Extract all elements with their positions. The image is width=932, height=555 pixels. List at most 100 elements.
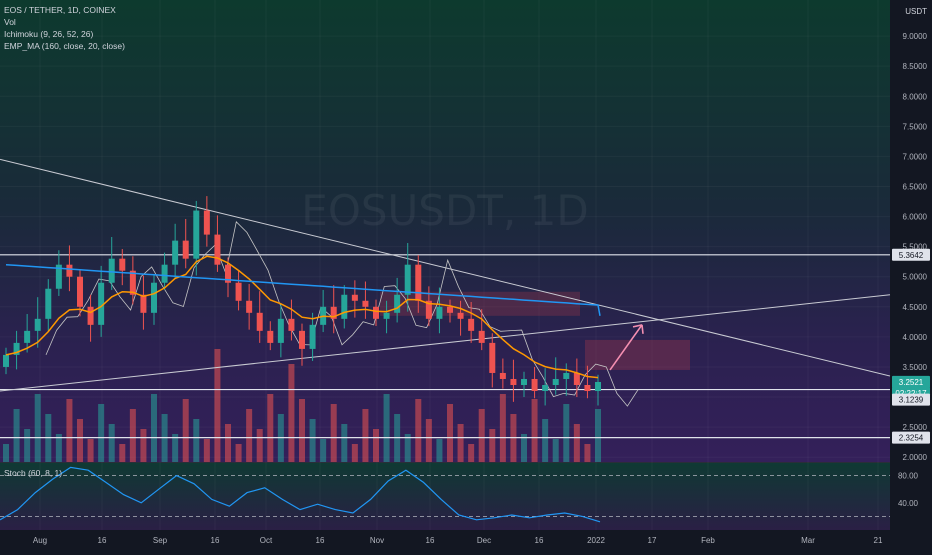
legend-ichimoku[interactable]: Ichimoku (9, 26, 52, 26) <box>4 29 94 39</box>
stoch-axis[interactable]: 80.00 40.00 <box>898 472 919 508</box>
volume-bar <box>3 444 9 462</box>
legend-vol[interactable]: Vol <box>4 17 16 27</box>
candle-body <box>468 318 475 331</box>
y-tick-label: 4.0000 <box>903 333 928 342</box>
candle-body <box>129 270 136 295</box>
volume-bar <box>436 439 443 462</box>
price-label: 3.1239 <box>899 396 924 405</box>
candle-body <box>425 300 432 319</box>
candle-body <box>98 282 105 325</box>
y-tick-label: 4.5000 <box>903 303 928 312</box>
volume-bar <box>478 409 485 462</box>
price-label: 3.2521 <box>899 378 924 387</box>
volume-bar <box>552 439 559 462</box>
x-tick-label: 16 <box>98 536 107 545</box>
candle-body <box>13 342 20 355</box>
x-tick-label: 16 <box>316 536 325 545</box>
x-tick-label: 21 <box>874 536 883 545</box>
candle-body <box>246 300 253 313</box>
candle-body <box>595 381 601 392</box>
legend-ema[interactable]: EMP_MA (160, close, 20, close) <box>4 41 125 51</box>
stoch-pane-bg <box>0 462 890 530</box>
candle-body <box>542 385 549 392</box>
volume-bar <box>55 434 62 462</box>
volume-bar <box>415 399 422 462</box>
volume-bar <box>299 399 305 462</box>
candle-body <box>573 372 580 385</box>
price-label-bg <box>892 248 930 261</box>
candle-body <box>288 318 295 331</box>
x-tick-label: 16 <box>211 536 220 545</box>
volume-bar <box>203 439 210 462</box>
volume-bar <box>531 399 538 462</box>
volume-bar <box>288 364 295 462</box>
candle-body <box>531 378 538 392</box>
y-tick-label: 6.0000 <box>903 213 928 222</box>
candle-body <box>151 282 157 313</box>
symbol-title[interactable]: EOS / TETHER, 1D, COINEX <box>4 5 116 15</box>
candle-body <box>34 318 41 331</box>
x-tick-label: Mar <box>801 536 815 545</box>
price-label-bg <box>892 393 930 406</box>
volume-bar <box>489 429 496 462</box>
candle-body <box>87 306 94 325</box>
candle-body <box>330 306 337 319</box>
candle-body <box>415 264 422 301</box>
candle-body <box>478 330 485 343</box>
volume-bar <box>542 419 549 462</box>
candle-body <box>182 240 189 259</box>
candle-body <box>299 330 305 349</box>
volume-bar <box>256 429 263 462</box>
y-tick-label: 5.5000 <box>903 243 928 252</box>
volume-bar <box>457 424 464 462</box>
volume-bar <box>595 409 601 462</box>
volume-bar <box>24 429 31 462</box>
x-tick-label: Oct <box>260 536 273 545</box>
candle-body <box>172 240 179 265</box>
ichimoku-lagging <box>45 220 639 407</box>
volume-bar <box>573 424 580 462</box>
candle-body <box>351 294 358 301</box>
time-axis[interactable]: Aug 16 Sep 16 Oct 16 Nov 16 Dec 16 2022 17 Feb Mar 21 <box>33 536 883 545</box>
candle-body <box>256 312 263 331</box>
candle-body <box>362 300 369 307</box>
x-tick-label: 17 <box>648 536 657 545</box>
price-pane-bg <box>0 0 890 462</box>
x-tick-label: 2022 <box>587 536 605 545</box>
trendlines[interactable] <box>0 158 891 392</box>
y-tick-label: 9.0000 <box>903 32 928 41</box>
price-labels: 5.3642 3.2521 02:22:173.1239 2.3254 <box>892 248 930 444</box>
price-label: 02:22:17 <box>895 389 927 398</box>
volume-bar <box>351 444 358 462</box>
stoch-legend[interactable]: Stoch (60, 8, 1) <box>4 468 62 478</box>
chart-legend[interactable]: EOS / TETHER, 1D, COINEX Vol Ichimoku (9… <box>4 4 125 52</box>
y-tick-label: 3.5000 <box>903 363 928 372</box>
ichimoku-lines <box>45 220 639 407</box>
x-tick-label: 16 <box>426 536 435 545</box>
volume-bar <box>584 444 591 462</box>
stoch-line <box>0 466 601 523</box>
volume-bar <box>98 404 105 462</box>
volume-bar <box>320 439 327 462</box>
volume-bar <box>373 429 379 462</box>
x-tick-label: Feb <box>701 536 715 545</box>
volume-bar <box>383 394 390 462</box>
projection-arrow[interactable] <box>609 324 644 371</box>
candle-body <box>489 342 496 373</box>
candle-body <box>203 210 210 235</box>
arrow-shaft <box>609 324 643 371</box>
candle-body <box>394 294 401 313</box>
horizontal-levels[interactable] <box>0 254 890 439</box>
volume-bar <box>172 434 179 462</box>
stoch-tick-label: 40.00 <box>898 499 919 508</box>
candle-body <box>552 378 559 385</box>
price-axis[interactable]: 9.0000 8.5000 8.0000 7.5000 7.0000 6.5000 6.00… <box>903 32 928 462</box>
candle-body <box>499 372 506 379</box>
candle-body <box>447 306 453 313</box>
x-tick-label: Dec <box>477 536 491 545</box>
candle-body <box>521 378 527 385</box>
y-tick-label: 2.0000 <box>903 453 928 462</box>
candle-body <box>563 372 570 379</box>
